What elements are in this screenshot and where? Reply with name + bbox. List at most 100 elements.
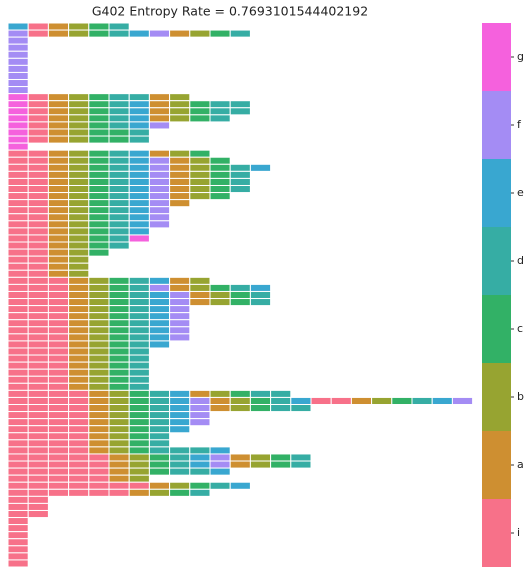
colorbar-segment xyxy=(482,227,511,295)
cell xyxy=(7,220,29,229)
cell xyxy=(249,396,272,406)
cell xyxy=(108,93,130,102)
cell xyxy=(68,220,90,229)
cell xyxy=(88,170,110,179)
cell xyxy=(47,276,70,285)
cell xyxy=(270,404,292,413)
cell xyxy=(68,382,90,391)
cell xyxy=(209,163,231,172)
cell xyxy=(128,453,150,462)
cell xyxy=(7,354,29,363)
cell xyxy=(47,248,70,257)
cell xyxy=(128,446,150,455)
cell xyxy=(169,163,191,172)
cell xyxy=(27,389,49,398)
cell xyxy=(371,396,393,406)
cell xyxy=(189,170,211,179)
cell xyxy=(7,156,29,165)
cell xyxy=(7,517,29,526)
cell xyxy=(88,354,110,363)
cell xyxy=(249,460,272,469)
cell xyxy=(68,460,90,469)
cell xyxy=(88,121,110,130)
cell xyxy=(169,276,191,285)
cell xyxy=(148,107,171,116)
cell xyxy=(7,495,29,504)
cell xyxy=(128,93,150,102)
cell xyxy=(88,298,110,307)
cell xyxy=(128,298,150,307)
cell xyxy=(290,453,312,462)
cell xyxy=(169,114,191,123)
cell xyxy=(27,474,49,483)
cell xyxy=(108,114,130,123)
cell xyxy=(47,354,70,363)
cell xyxy=(47,170,70,179)
cell xyxy=(7,509,29,519)
cell xyxy=(68,262,90,271)
cell xyxy=(68,107,90,116)
cell xyxy=(128,404,150,413)
cell xyxy=(7,262,29,271)
cell xyxy=(209,29,231,38)
cell xyxy=(47,439,70,448)
cell xyxy=(68,255,90,264)
cell xyxy=(7,411,29,420)
cell xyxy=(68,340,90,349)
cell xyxy=(68,305,90,314)
cell xyxy=(7,531,29,540)
cell xyxy=(88,93,110,102)
cell xyxy=(169,467,191,476)
cell xyxy=(128,184,150,194)
cell xyxy=(229,460,251,469)
cell xyxy=(189,481,211,490)
cell xyxy=(108,163,130,172)
cell xyxy=(108,22,130,31)
cell xyxy=(7,43,29,52)
cell xyxy=(27,418,49,427)
cell xyxy=(88,114,110,123)
cell xyxy=(7,177,29,186)
cell xyxy=(7,50,29,59)
cell xyxy=(7,326,29,335)
cell xyxy=(128,467,150,476)
cell xyxy=(7,396,29,406)
cell xyxy=(148,290,171,300)
cell xyxy=(108,312,130,321)
cell xyxy=(128,382,150,391)
cell xyxy=(108,340,130,349)
cell xyxy=(108,319,130,328)
cell xyxy=(27,481,49,490)
cell xyxy=(128,375,150,384)
cell xyxy=(27,488,49,497)
cell xyxy=(7,234,29,243)
cell xyxy=(27,361,49,370)
cell xyxy=(7,312,29,321)
cell xyxy=(27,446,49,455)
colorbar-label: i xyxy=(517,526,520,539)
cell xyxy=(189,184,211,194)
cell xyxy=(27,192,49,201)
cell xyxy=(27,460,49,469)
cell xyxy=(68,312,90,321)
cell xyxy=(148,396,171,406)
cell xyxy=(7,467,29,476)
cell xyxy=(27,248,49,257)
cell xyxy=(128,199,150,208)
cell xyxy=(128,163,150,172)
cell xyxy=(128,432,150,441)
cell xyxy=(148,170,171,179)
cell xyxy=(88,418,110,427)
cell xyxy=(88,156,110,165)
cell xyxy=(47,163,70,172)
colorbar-label: f xyxy=(517,118,522,131)
cell xyxy=(148,439,171,448)
cell xyxy=(148,184,171,194)
cell xyxy=(169,333,191,342)
cell xyxy=(27,213,49,222)
cell xyxy=(68,177,90,186)
cell xyxy=(27,319,49,328)
cell xyxy=(128,290,150,300)
colorbar-segment xyxy=(482,295,511,363)
cell xyxy=(148,467,171,476)
